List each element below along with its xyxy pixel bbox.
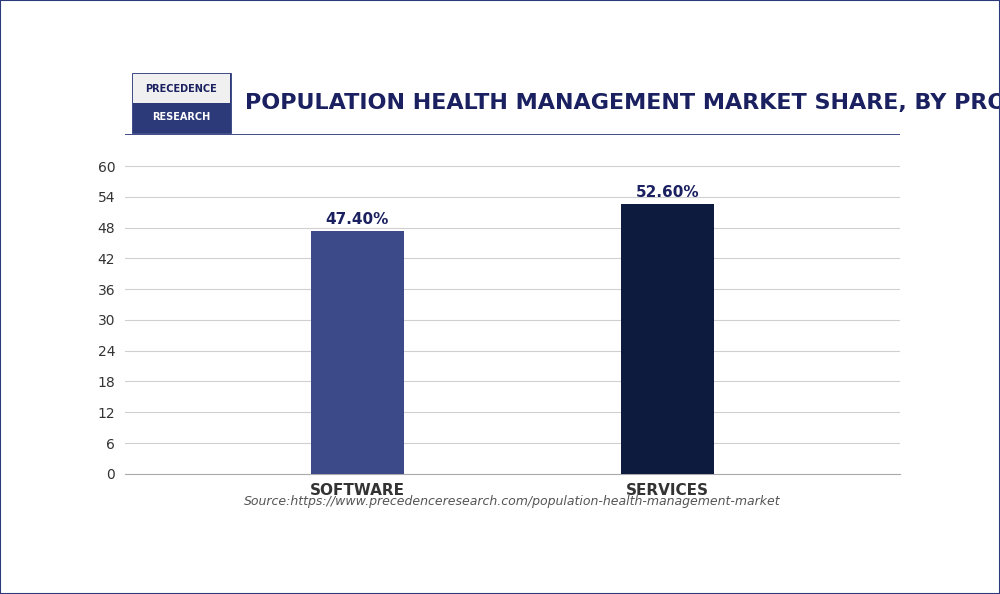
Text: POPULATION HEALTH MANAGEMENT MARKET SHARE, BY PRODUCT, 2023 (%): POPULATION HEALTH MANAGEMENT MARKET SHAR…	[245, 93, 1000, 113]
Bar	[311, 230, 404, 474]
Text: Source:https://www.precedenceresearch.com/population-health-management-market: Source:https://www.precedenceresearch.co…	[244, 495, 781, 508]
Bar	[621, 204, 714, 474]
Bar	[133, 103, 230, 132]
Text: 52.60%: 52.60%	[636, 185, 699, 200]
Text: PRECEDENCE: PRECEDENCE	[145, 84, 217, 94]
Text: RESEARCH: RESEARCH	[152, 112, 210, 122]
Text: 47.40%: 47.40%	[326, 211, 389, 226]
Bar	[133, 74, 230, 103]
